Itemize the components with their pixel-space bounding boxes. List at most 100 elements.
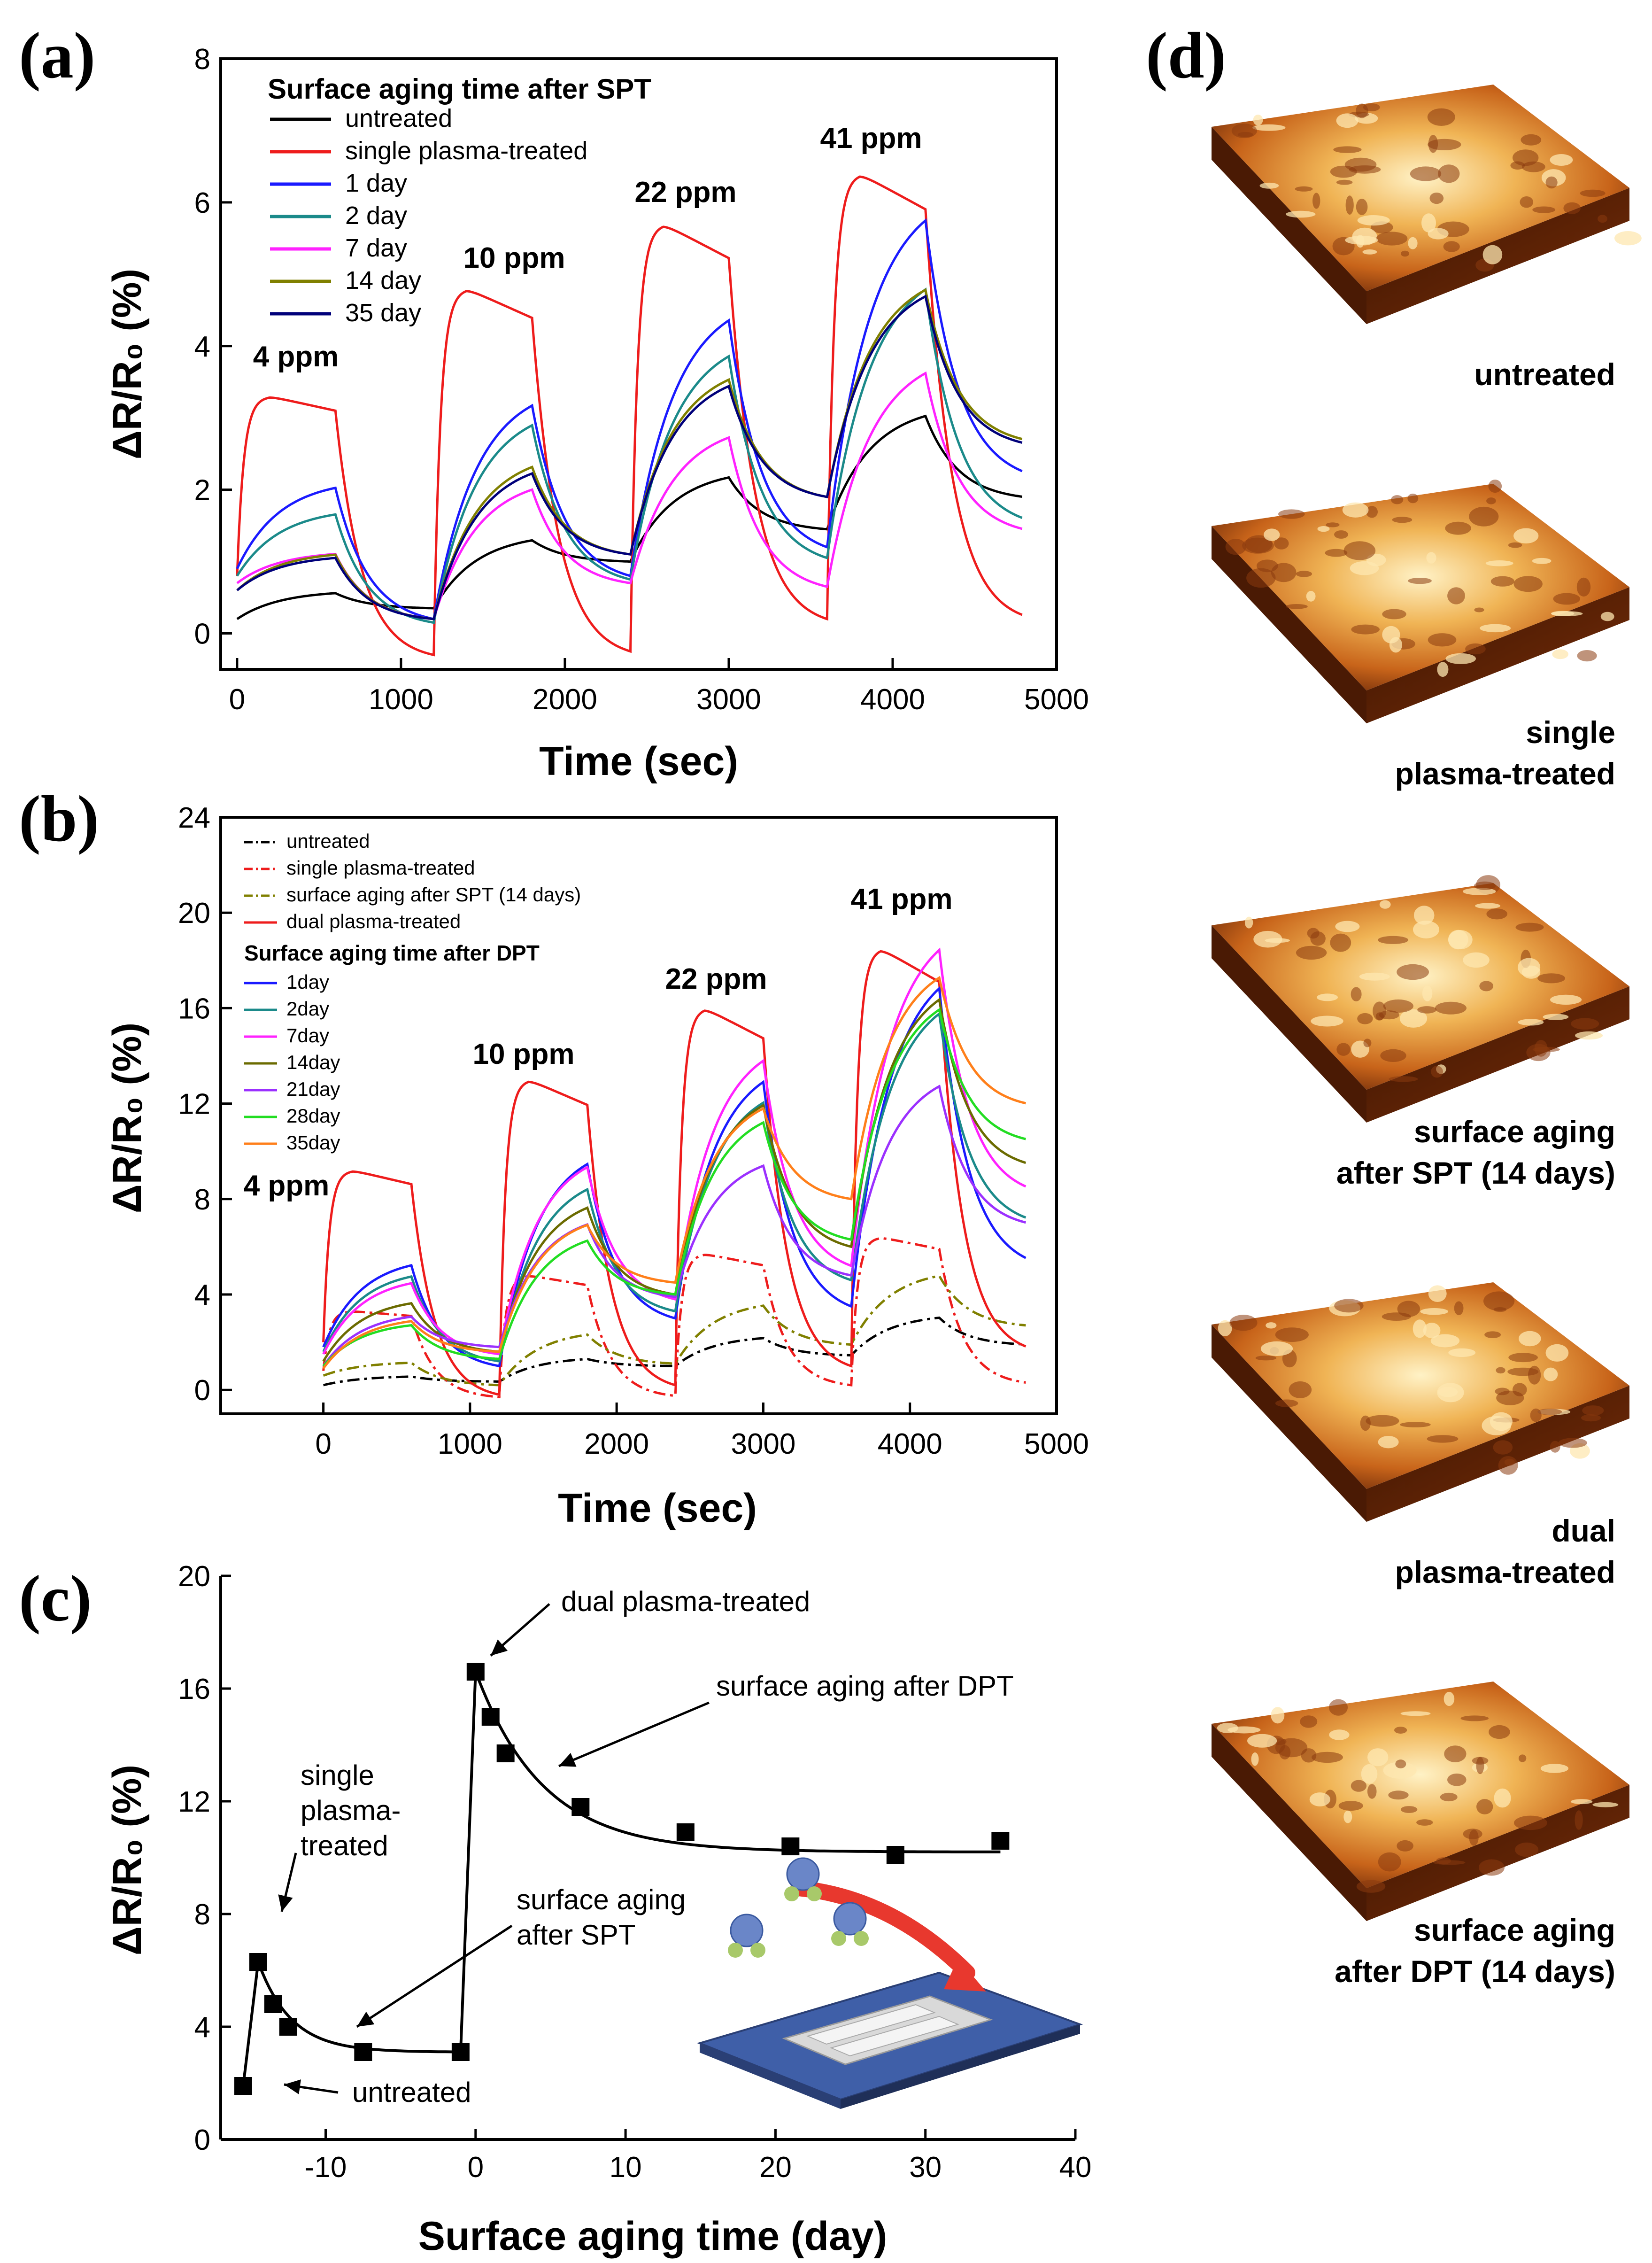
- panel-letter-a: (a): [19, 19, 95, 92]
- afm-texture: [1295, 186, 1313, 192]
- afm-texture: [1312, 193, 1320, 209]
- gas-molecule-2: [784, 1857, 822, 1901]
- plot-frame-a: [219, 57, 1058, 671]
- afm-texture: [1490, 576, 1514, 587]
- afm-texture: [1545, 1344, 1569, 1362]
- x-tick-label: 5000: [1024, 1428, 1089, 1460]
- afm-texture: [1504, 1458, 1515, 1466]
- axis-ticks-a: 0 1000 2000 3000 4000 5000 0 2 4 6 8: [194, 43, 1089, 716]
- afm-texture: [1389, 1076, 1418, 1082]
- x-tick-label: 4000: [860, 683, 925, 716]
- afm-texture: [1431, 1066, 1444, 1078]
- afm-texture: [1508, 1353, 1538, 1363]
- gas-molecule-3: [831, 1902, 869, 1946]
- afm-texture: [1356, 199, 1368, 215]
- annotation-text: plasma-: [301, 1795, 401, 1826]
- afm-texture: [1253, 115, 1263, 125]
- afm-texture: [1571, 1018, 1599, 1030]
- legend-label-untreated: untreated: [286, 830, 370, 852]
- y-tick-label: 0: [194, 1374, 210, 1407]
- afm-texture: [1351, 987, 1362, 1001]
- panel-letter-c: (c): [19, 1562, 92, 1635]
- afm-texture: [1289, 1381, 1312, 1398]
- afm-texture: [1515, 1842, 1539, 1857]
- afm-texture: [1558, 1438, 1587, 1448]
- afm-texture: [1378, 1852, 1401, 1872]
- afm-texture: [1399, 1009, 1428, 1028]
- afm-texture: [1482, 245, 1503, 264]
- afm-texture: [1563, 202, 1581, 214]
- gas-molecule-1: [728, 1914, 765, 1958]
- afm-texture: [1544, 1367, 1558, 1381]
- annotation-text: surface aging after DPT: [716, 1670, 1014, 1702]
- x-tick-label: 1000: [369, 683, 433, 716]
- afm-texture: [1513, 528, 1539, 544]
- afm-image-2: single plasma-treated: [1212, 480, 1629, 791]
- concentration-label: 4 ppm: [244, 1170, 330, 1202]
- afm-label: untreated: [1474, 357, 1615, 392]
- y-tick-label: 20: [178, 1560, 210, 1593]
- afm-texture: [1260, 1341, 1293, 1356]
- chart-panel-b: 0 1000 2000 3000 4000 5000 0 4 8 12 16 20 24 4 ppm 10…: [105, 802, 1089, 1531]
- series-line-35-day: [236, 294, 1023, 620]
- series-line-single-plasma-treated: [322, 1237, 1026, 1399]
- afm-texture: [1227, 1726, 1261, 1734]
- afm-side-wall: [1212, 1724, 1366, 1921]
- axes-c: -10 0 10 20 30 40 0 4 8 12 16 20: [178, 1560, 1091, 2184]
- afm-texture: [1328, 1699, 1348, 1716]
- afm-texture: [1550, 154, 1573, 166]
- x-axis-title-c: Surface aging time (day): [418, 2214, 888, 2259]
- legend-label-untreated: untreated: [345, 104, 452, 132]
- afm-texture: [1463, 1829, 1482, 1839]
- afm-texture: [1325, 549, 1348, 557]
- afm-texture: [1426, 552, 1436, 564]
- x-tick-label: 2000: [584, 1428, 649, 1460]
- afm-texture: [1296, 946, 1327, 960]
- afm-texture: [1429, 193, 1444, 204]
- afm-texture: [1311, 1015, 1343, 1027]
- afm-texture: [1423, 1323, 1441, 1339]
- afm-texture: [1513, 576, 1543, 592]
- afm-texture: [1474, 881, 1496, 890]
- y-tick-label: 12: [178, 1786, 210, 1818]
- afm-texture: [1334, 530, 1348, 539]
- afm-texture: [1392, 517, 1413, 523]
- legend-label-1-day: 1 day: [345, 169, 407, 197]
- afm-texture: [1474, 607, 1484, 612]
- afm-texture: [1286, 210, 1316, 218]
- afm-texture: [1251, 1752, 1259, 1766]
- legend-label-1day: 1day: [286, 971, 329, 993]
- afm-texture: [1421, 213, 1436, 232]
- afm-texture: [1508, 542, 1522, 548]
- concentration-label: 4 ppm: [253, 341, 339, 373]
- concentration-label: 41 ppm: [820, 122, 922, 155]
- annotation-text: after SPT: [517, 1919, 635, 1951]
- data-point-after-dpt: [676, 1823, 695, 1841]
- afm-texture: [1581, 1414, 1601, 1422]
- afm-texture: [1334, 1299, 1364, 1313]
- legend-label-35-day: 35 day: [345, 299, 421, 327]
- y-tick-label: 0: [194, 2124, 210, 2156]
- afm-texture: [1382, 626, 1400, 643]
- legend-label-surface-aging-after-spt-14-days: surface aging after SPT (14 days): [286, 884, 581, 906]
- afm-texture: [1229, 1315, 1258, 1331]
- afm-texture: [1296, 571, 1312, 577]
- afm-texture: [1329, 1729, 1350, 1740]
- afm-label: dual: [1552, 1513, 1615, 1548]
- series-line-28day: [322, 1008, 1027, 1367]
- afm-texture: [1518, 1019, 1544, 1026]
- afm-texture: [1383, 1762, 1417, 1779]
- legend-label-21day: 21day: [286, 1078, 340, 1100]
- annotation-text: single: [301, 1759, 374, 1791]
- annotation-text: dual plasma-treated: [561, 1586, 810, 1617]
- afm-texture: [1552, 649, 1568, 659]
- afm-label: after DPT (14 days): [1335, 1954, 1615, 1989]
- data-point-after-spt: [249, 1953, 267, 1971]
- afm-texture: [1310, 931, 1326, 946]
- concentration-label: 41 ppm: [850, 883, 952, 915]
- afm-texture: [1437, 662, 1449, 677]
- annotation-arrowhead: [357, 2012, 375, 2027]
- afm-texture: [1309, 1792, 1330, 1806]
- afm-label: plasma-treated: [1395, 756, 1615, 791]
- afm-texture: [1366, 1415, 1399, 1427]
